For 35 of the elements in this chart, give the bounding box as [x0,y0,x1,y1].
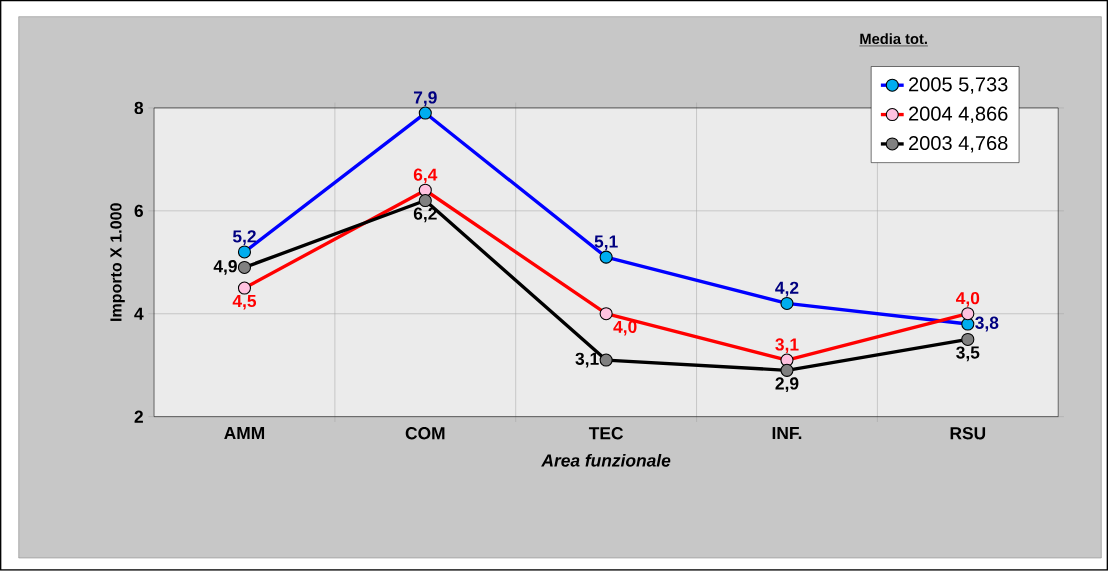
data-label: 4,5 [232,295,257,310]
data-label: 5,2 [232,230,256,246]
y-tick-label: 6 [134,204,143,218]
data-label: 4,9 [213,260,237,275]
data-label: 5,1 [594,235,618,251]
y-tick-label: 8 [134,101,144,115]
y-tick-label: 2 [134,410,143,423]
point [599,353,613,367]
legend-label: 2004 4,866 [909,106,1008,124]
data-label: 2,9 [775,377,799,393]
data-label: 3,1 [775,338,799,354]
legend-title: Media tot. [860,33,927,45]
data-label: 3,8 [975,316,999,332]
data-label: 4,0 [613,320,637,336]
x-tick-label: AMM [224,427,265,440]
data-label: 7,9 [413,91,437,107]
legend-label: 2005 5,733 [909,77,1008,94]
x-tick-label: COM [405,427,445,440]
point [780,363,794,378]
data-label: 4,2 [775,281,799,297]
point [237,261,252,275]
point [418,194,432,208]
data-label: 6,2 [413,207,437,223]
data-label: 6,4 [413,168,438,184]
x-tick-label: INF. [772,427,802,440]
y-tick-label: 4 [134,307,144,320]
x-axis-title: Area funzionale [541,454,671,467]
x-tick-label: RSU [950,427,986,440]
data-label: 3,5 [956,346,980,362]
data-label: 3,1 [575,352,599,368]
legend-label: 2003 4,768 [909,136,1008,153]
y-axis-title: Importo X 1.000 [110,203,125,322]
data-label: 4,0 [955,292,980,307]
point [961,333,975,347]
x-tick-label: TEC [588,427,624,440]
